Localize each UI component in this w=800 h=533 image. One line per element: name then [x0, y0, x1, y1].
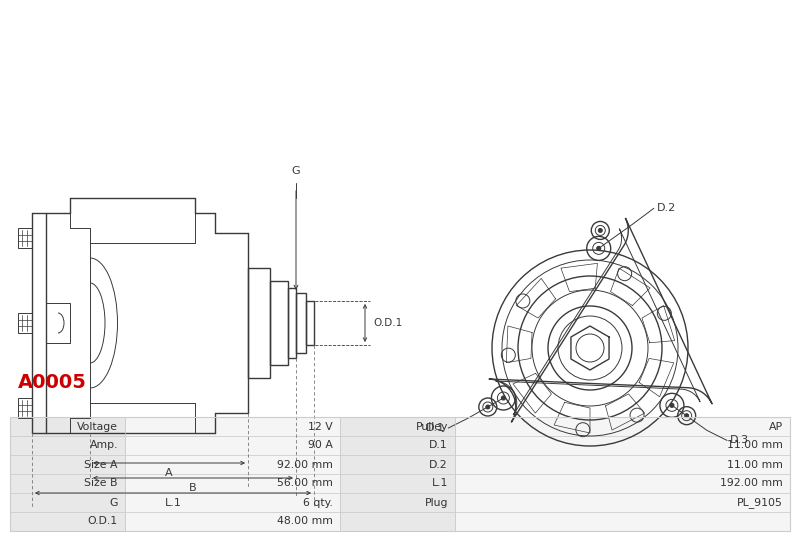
Bar	[10, 417, 125, 436]
Text: Voltage: Voltage	[77, 422, 118, 432]
Text: A0005: A0005	[18, 373, 87, 392]
Bar	[10, 512, 125, 531]
Bar	[455, 417, 790, 436]
Text: L.1: L.1	[432, 479, 448, 489]
Bar	[340, 493, 455, 512]
Text: 11.00 mm: 11.00 mm	[727, 440, 783, 450]
Bar	[306, 301, 314, 345]
Text: 56.00 mm: 56.00 mm	[277, 479, 333, 489]
Text: 6 qty.: 6 qty.	[303, 497, 333, 507]
Bar	[288, 288, 296, 358]
Bar	[18, 313, 32, 333]
Bar	[270, 281, 288, 365]
Circle shape	[502, 396, 506, 400]
Bar	[10, 417, 790, 531]
Bar	[340, 455, 455, 474]
Circle shape	[598, 229, 602, 232]
Bar	[340, 436, 455, 455]
Text: D.2: D.2	[657, 204, 676, 213]
Bar	[296, 293, 306, 353]
Text: G: G	[110, 497, 118, 507]
Bar	[125, 493, 340, 512]
Bar	[125, 455, 340, 474]
Text: PL_9105: PL_9105	[737, 497, 783, 508]
Text: A: A	[165, 468, 173, 478]
Text: Size A: Size A	[85, 459, 118, 470]
Bar	[455, 493, 790, 512]
Circle shape	[597, 246, 601, 251]
Text: 11.00 mm: 11.00 mm	[727, 459, 783, 470]
Text: Plug: Plug	[425, 497, 448, 507]
Bar	[248, 268, 270, 378]
Bar	[340, 474, 455, 493]
Circle shape	[670, 403, 674, 407]
Bar	[10, 436, 125, 455]
Text: G: G	[292, 166, 300, 176]
Bar	[125, 436, 340, 455]
Bar	[10, 474, 125, 493]
Text: 12 V: 12 V	[308, 422, 333, 432]
Text: O.D.1: O.D.1	[88, 516, 118, 527]
Bar	[10, 455, 125, 474]
Bar	[455, 512, 790, 531]
Bar	[125, 512, 340, 531]
Text: O.D.1: O.D.1	[373, 318, 402, 328]
Bar	[10, 493, 125, 512]
Bar	[340, 512, 455, 531]
Bar	[46, 303, 70, 343]
Bar	[18, 228, 32, 248]
Text: D.2: D.2	[430, 459, 448, 470]
Text: AP: AP	[769, 422, 783, 432]
Bar	[125, 417, 340, 436]
Circle shape	[486, 405, 490, 409]
Bar	[455, 455, 790, 474]
Text: 90 A: 90 A	[308, 440, 333, 450]
Bar	[455, 474, 790, 493]
Bar	[340, 417, 455, 436]
Text: B: B	[189, 483, 197, 493]
Text: D.3: D.3	[730, 435, 749, 446]
Bar	[455, 436, 790, 455]
Text: L.1: L.1	[165, 498, 182, 508]
Text: Amp.: Amp.	[90, 440, 118, 450]
Text: 48.00 mm: 48.00 mm	[277, 516, 333, 527]
Text: D.1: D.1	[426, 423, 446, 433]
Bar	[125, 474, 340, 493]
Text: Size B: Size B	[85, 479, 118, 489]
Text: 92.00 mm: 92.00 mm	[277, 459, 333, 470]
Bar	[18, 398, 32, 418]
Text: 192.00 mm: 192.00 mm	[720, 479, 783, 489]
Text: Pulley: Pulley	[416, 422, 448, 432]
Text: D.1: D.1	[430, 440, 448, 450]
Circle shape	[685, 414, 689, 418]
